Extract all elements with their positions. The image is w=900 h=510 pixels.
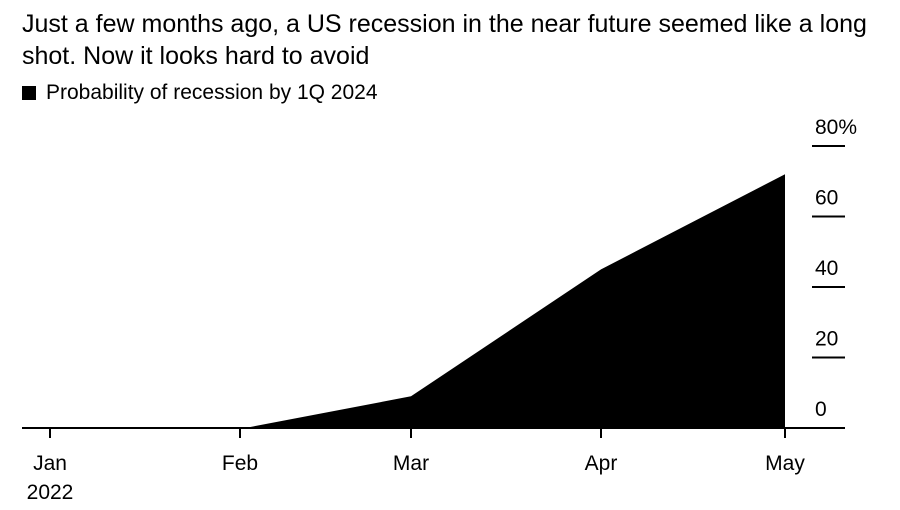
- x-tick-label: Jan: [33, 452, 67, 475]
- y-tick-label: 80%: [815, 116, 857, 139]
- y-tick-label: 40: [815, 257, 838, 280]
- legend-label: Probability of recession by 1Q 2024: [46, 81, 378, 104]
- chart-title: Just a few months ago, a US recession in…: [22, 10, 867, 70]
- y-tick-label: 60: [815, 187, 838, 210]
- x-tick-label: May: [765, 452, 805, 475]
- x-tick-year-label: 2022: [27, 481, 74, 504]
- x-tick-label: Feb: [222, 452, 258, 475]
- y-axis-ticks: 80% 60 40 20 0: [812, 116, 857, 421]
- y-tick-label: 20: [815, 328, 838, 351]
- legend-swatch: [22, 86, 36, 100]
- x-tick-label: Mar: [393, 452, 429, 475]
- x-tick-label: Apr: [585, 452, 618, 475]
- y-tick-label: 0: [815, 398, 827, 421]
- x-axis-ticks: Jan Feb Mar Apr May 2022: [27, 428, 805, 504]
- recession-probability-area: [50, 174, 785, 428]
- legend: Probability of recession by 1Q 2024: [22, 81, 378, 105]
